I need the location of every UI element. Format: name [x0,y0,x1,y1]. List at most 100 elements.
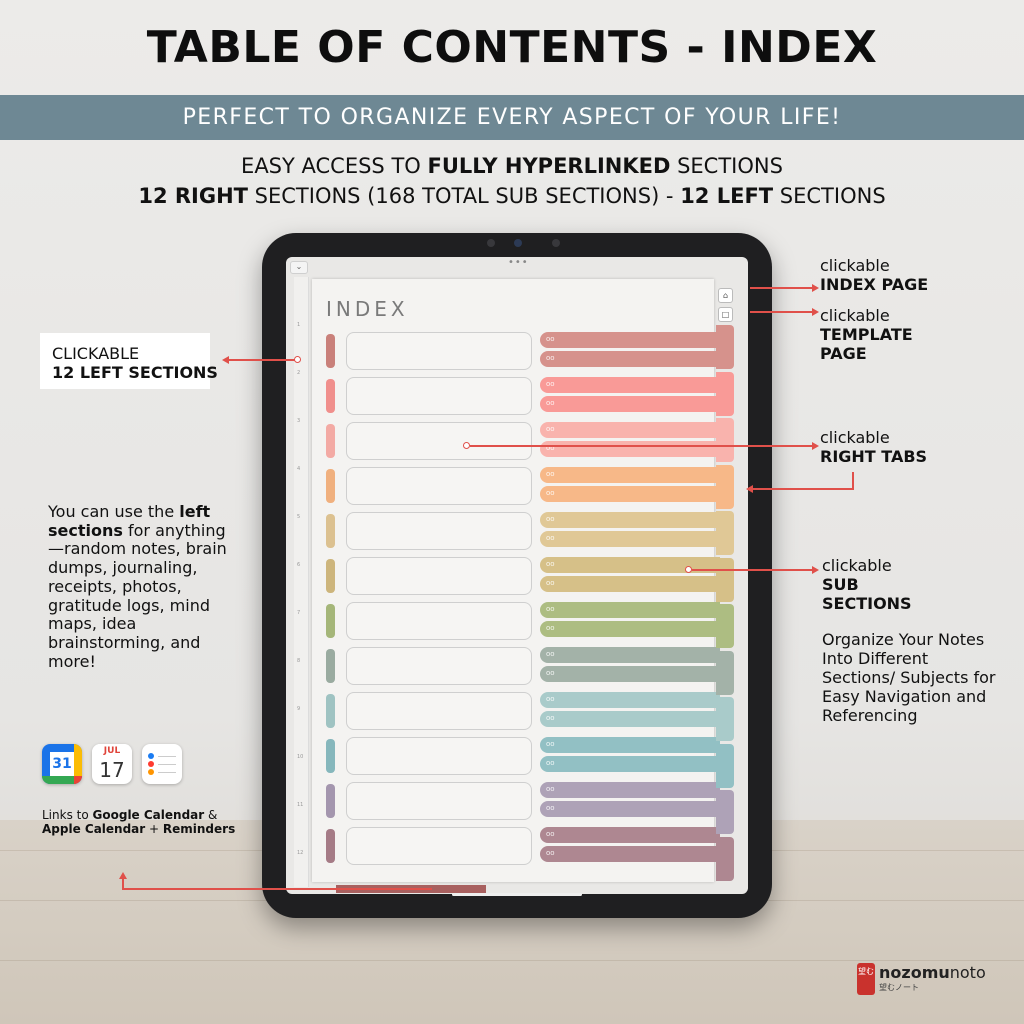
label-line: clickable [820,428,890,447]
home-indicator [452,893,582,896]
sub-section-link[interactable]: oo [540,647,720,663]
sub-section-link[interactable]: oo [540,801,720,817]
section-title-field[interactable] [346,692,532,730]
link-icon: oo [546,515,555,523]
sub-section-link[interactable]: oo [540,396,720,412]
left-sections-strip[interactable]: 1 2 3 4 5 6 7 8 9 10 11 12 [294,277,309,887]
link-icon: oo [546,489,555,497]
index-row: oo oo [326,467,720,507]
section-title-field[interactable] [346,647,532,685]
link-icon: oo [546,579,555,587]
sub-section-link[interactable]: oo [540,512,720,528]
apple-calendar-icon[interactable]: JUL 17 [92,744,132,784]
section-title-field[interactable] [346,557,532,595]
section-title-field[interactable] [346,602,532,640]
tablet-device: ⌄ ••• 1 2 3 4 5 6 7 8 9 10 11 12 INDEX oo oo oo oo oo oo… [262,233,772,918]
left-section-number[interactable]: 6 [297,562,301,568]
right-tab[interactable] [716,371,734,416]
sub-sections-label: clickable SUB SECTIONS [822,556,912,613]
right-tab[interactable] [716,650,734,695]
template-page-label: clickable TEMPLATE PAGE [820,306,913,363]
left-section-number[interactable]: 8 [297,658,301,664]
section-title-field[interactable] [346,512,532,550]
link-icon: oo [546,470,555,478]
sub-section-link[interactable]: oo [540,737,720,753]
sub-section-link[interactable]: oo [540,782,720,798]
right-tab[interactable] [716,511,734,555]
left-section-number[interactable]: 12 [297,850,304,856]
sub-section-link[interactable]: oo [540,756,720,772]
subtitle-line-1: EASY ACCESS TO FULLY HYPERLINKED SECTION… [0,154,1024,178]
sub-section-link[interactable]: oo [540,602,720,618]
right-tab[interactable] [716,464,734,509]
right-tab[interactable] [716,604,734,648]
sub-section-link[interactable]: oo [540,557,720,573]
page-icon[interactable]: □ [718,307,733,322]
sub-section-link[interactable]: oo [540,377,720,393]
sub-section-link[interactable]: oo [540,827,720,843]
section-color-marker [326,694,335,728]
section-color-marker [326,559,335,593]
index-row: oo oo [326,602,720,642]
sub-section-link[interactable]: oo [540,846,720,862]
right-tab[interactable] [716,325,734,369]
sub-section-link[interactable]: oo [540,441,720,457]
sub-section-link[interactable]: oo [540,531,720,547]
subtitle-bold: 12 RIGHT [138,184,248,208]
left-section-number[interactable]: 2 [297,370,301,376]
camera-icon [487,239,495,247]
left-section-number[interactable]: 11 [297,802,304,808]
section-title-field[interactable] [346,377,532,415]
sub-section-link[interactable]: oo [540,351,720,367]
link-icon: oo [546,399,555,407]
section-title-field[interactable] [346,827,532,865]
sub-section-link[interactable]: oo [540,576,720,592]
section-title-field[interactable] [346,782,532,820]
left-section-number[interactable]: 4 [297,466,301,472]
sub-section-link[interactable]: oo [540,467,720,483]
house-icon[interactable]: ⌂ [718,288,733,303]
subtitle-text: SECTIONS (168 TOTAL SUB SECTIONS) - [247,184,681,208]
reminders-icon[interactable] [142,744,182,784]
left-section-number[interactable]: 5 [297,514,301,520]
section-title-field[interactable] [346,467,532,505]
right-tab[interactable] [716,557,734,602]
right-tab[interactable] [716,418,734,462]
right-tabs [716,325,734,885]
left-sections-label-line: CLICKABLE [52,344,140,363]
sub-section-link[interactable]: oo [540,711,720,727]
section-title-field[interactable] [346,737,532,775]
right-tab[interactable] [716,836,734,881]
left-section-number[interactable]: 1 [297,322,301,328]
label-bold: INDEX PAGE [820,275,929,294]
subtitle-line-2: 12 RIGHT SECTIONS (168 TOTAL SUB SECTION… [0,184,1024,208]
pointer-dot [294,356,301,363]
sub-section-link[interactable]: oo [540,621,720,637]
note-bold: Google Calendar [92,808,205,822]
label-bold: RIGHT TABS [820,447,928,466]
section-title-field[interactable] [346,332,532,370]
sub-section-link[interactable]: oo [540,666,720,682]
left-section-number[interactable]: 9 [297,706,301,712]
link-icon: oo [546,714,555,722]
left-section-number[interactable]: 3 [297,418,301,424]
sub-section-link[interactable]: oo [540,332,720,348]
tagline-banner: PERFECT TO ORGANIZE EVERY ASPECT OF YOUR… [0,95,1024,140]
link-icon: oo [546,849,555,857]
sub-section-link[interactable]: oo [540,422,720,438]
right-tab[interactable] [716,790,734,834]
sub-section-link[interactable]: oo [540,486,720,502]
more-dots-icon[interactable]: ••• [508,257,529,268]
left-section-number[interactable]: 10 [297,754,304,760]
left-section-number[interactable]: 7 [297,610,301,616]
right-tab[interactable] [716,743,734,788]
right-tab[interactable] [716,697,734,741]
sub-section-link[interactable]: oo [540,692,720,708]
subtitle-bold: 12 LEFT [680,184,774,208]
section-title-field[interactable] [346,422,532,460]
brand-name-bold: nozomu [879,963,950,982]
index-row: oo oo [326,512,720,552]
brand-name-rest: noto [949,963,986,982]
chevron-down-icon[interactable]: ⌄ [290,261,308,274]
google-calendar-icon[interactable]: 31 [42,744,82,784]
